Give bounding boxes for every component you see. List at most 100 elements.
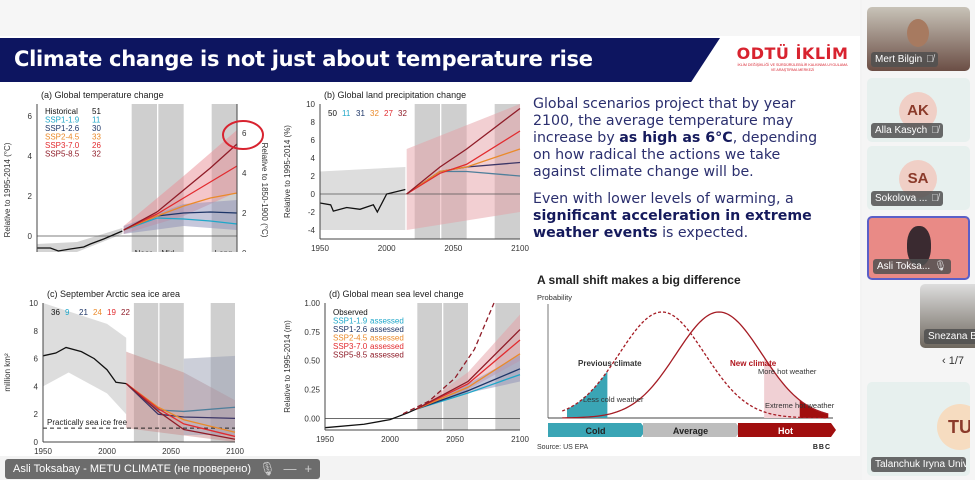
legend-count: 22 — [121, 308, 130, 317]
y-tick-label: 0 — [311, 190, 316, 199]
participant-name: Snezana B — [924, 329, 975, 344]
annotation-label: Less cold weather — [583, 395, 644, 404]
legend-count: 24 — [93, 308, 102, 317]
category-arrow-hot — [738, 423, 836, 437]
zoom-in-button[interactable]: + — [304, 461, 313, 476]
avatar: TU — [937, 404, 970, 450]
legend-label: SSP5-8.5 — [45, 150, 80, 159]
zoom-out-button[interactable]: — — [283, 461, 297, 476]
y-right-tick-label: 6 — [242, 129, 247, 138]
y-tick-label: 2 — [28, 192, 33, 201]
legend-count: 33 — [92, 133, 101, 142]
series-line-historical — [319, 188, 406, 214]
series-line-ssp1-1-9 — [415, 373, 521, 410]
chart-title: (d) Global mean sea level change — [329, 289, 464, 299]
participant-name: Mert Bilgin 🎙̸ — [871, 52, 938, 67]
title-bar: Climate change is not just about tempera… — [0, 38, 720, 82]
participant-tile[interactable]: TU Talanchuk Iryna Univ — [867, 382, 970, 476]
legend-count: 9 — [65, 308, 70, 317]
legend-label: SSP1-1.9 — [45, 116, 80, 125]
y-tick-label: 6 — [34, 355, 39, 364]
legend-label: SSP5-8.5 — [333, 351, 368, 360]
hot-area — [764, 357, 829, 418]
uncertainty-band — [123, 130, 237, 234]
participant-name: Asli Toksa... 🎙 — [873, 259, 951, 274]
participant-tile-active[interactable]: Asli Toksa... 🎙 — [867, 216, 970, 280]
text: , depending on how radical the actions w… — [533, 130, 818, 180]
y-right-tick-label: 0 — [242, 249, 247, 252]
y-tick-label: 2 — [34, 410, 39, 419]
legend-label: SSP3-7.0 — [333, 342, 368, 351]
mic-icon: 🎙 — [934, 261, 947, 272]
y-tick-label: 0.25 — [304, 386, 320, 395]
speaker-name: Asli Toksabay - METU CLIMATE (не провере… — [13, 463, 251, 475]
y-tick-label: 6 — [28, 112, 33, 121]
series-line-ssp5-8-5-low-likelihood — [402, 302, 495, 415]
legend-label: SSP1-2.6 — [45, 124, 80, 133]
text-emphasis: significant acceleration in extreme weat… — [533, 208, 812, 241]
series-line-ssp2-4-5 — [415, 353, 521, 410]
pagination[interactable]: ‹ 1/7 — [942, 355, 964, 367]
y-tick-label: 4 — [28, 152, 33, 161]
period-label: Long — [215, 249, 233, 252]
y-tick-label: 0 — [34, 438, 39, 447]
curve-label: New climate — [730, 359, 777, 368]
top-bar — [0, 0, 860, 36]
speaker-label-bar: Asli Toksabay - METU CLIMATE (не провере… — [5, 459, 321, 479]
chart-global-temperature: (a) Global temperature changeNeartermMid… — [3, 90, 269, 252]
mic-muted-icon: 🎙̸ — [926, 54, 934, 65]
paragraph-warming: Global scenarios project that by year 21… — [533, 96, 833, 181]
legend-count: 50 — [328, 109, 337, 118]
y-axis-label: Relative to 1995-2014 (m) — [283, 320, 292, 413]
x-tick-label: 1950 — [316, 435, 334, 444]
uncertainty-band — [183, 355, 235, 436]
chart-title: (c) September Arctic sea ice area — [47, 289, 180, 299]
x-tick-label: 2050 — [446, 435, 464, 444]
legend-label: Historical — [45, 107, 78, 116]
y-tick-label: 0.00 — [304, 414, 320, 423]
distribution-curve — [562, 311, 829, 419]
text-emphasis: as high as 6°C — [619, 130, 733, 146]
text: Global scenarios project that by year 21… — [533, 96, 796, 146]
microphone-icon: 🎙 — [259, 461, 276, 476]
legend-count: 32 — [370, 109, 379, 118]
x-tick-label: 2100 — [511, 244, 529, 253]
participant-video — [907, 19, 929, 47]
y-tick-label: 8 — [311, 118, 316, 127]
prev-page-icon[interactable]: ‹ — [942, 355, 949, 367]
chart-land-precipitation: (b) Global land precipitation change 1950… — [283, 90, 529, 253]
legend-count: 30 — [92, 124, 101, 133]
legend-count: 19 — [107, 308, 116, 317]
annotation-label: Extreme hot weather — [765, 401, 835, 410]
x-tick-label: 1950 — [311, 244, 329, 253]
x-tick-label: 1950 — [34, 447, 52, 456]
participant-tile[interactable]: AK Alla Kasych 🎙̸ — [867, 78, 970, 142]
uncertainty-band — [123, 200, 237, 234]
presentation-slide: Climate change is not just about tempera… — [0, 36, 860, 456]
legend-count: 21 — [79, 308, 88, 317]
participant-tile[interactable]: SA Sokolova ... 🎙̸ — [867, 146, 970, 210]
category-arrow-average — [643, 423, 741, 437]
series-line-observed — [324, 408, 417, 429]
legend-count: 51 — [92, 107, 101, 116]
legend-count: 27 — [384, 109, 393, 118]
text: is expected. — [657, 225, 749, 241]
y-axis-label: million km² — [3, 353, 12, 392]
participants-panel: Mert Bilgin 🎙̸ AK Alla Kasych 🎙̸ SA Sokolo… — [862, 0, 975, 480]
odtu-iklim-logo: ODTÜ İKLİM İKLİM DEĞİŞİKLİĞİ VE SÜRDÜRÜL… — [735, 44, 850, 73]
participant-tile[interactable]: Snezana B — [920, 284, 975, 348]
y-right-tick-label: 4 — [242, 169, 247, 178]
series-line-ssp3-7-0 — [125, 383, 236, 438]
mic-muted-icon: 🎙̸ — [931, 193, 939, 204]
participant-name: Talanchuk Iryna Univ — [871, 457, 966, 472]
y-tick-label: 0.50 — [304, 357, 320, 366]
legend-count: 26 — [92, 141, 101, 150]
legend-label: SSP2-4.5 — [333, 334, 368, 343]
participant-tile[interactable]: Mert Bilgin 🎙̸ — [867, 7, 970, 71]
chart-title: A small shift makes a big difference — [537, 273, 741, 287]
series-line-ssp1-2-6 — [415, 368, 521, 410]
logo-name: ODTÜ İKLİM — [736, 44, 849, 63]
legend-count: 31 — [356, 109, 365, 118]
series-line-ssp5-8-5 — [406, 107, 521, 195]
source-label: Source: US EPA — [537, 444, 589, 451]
